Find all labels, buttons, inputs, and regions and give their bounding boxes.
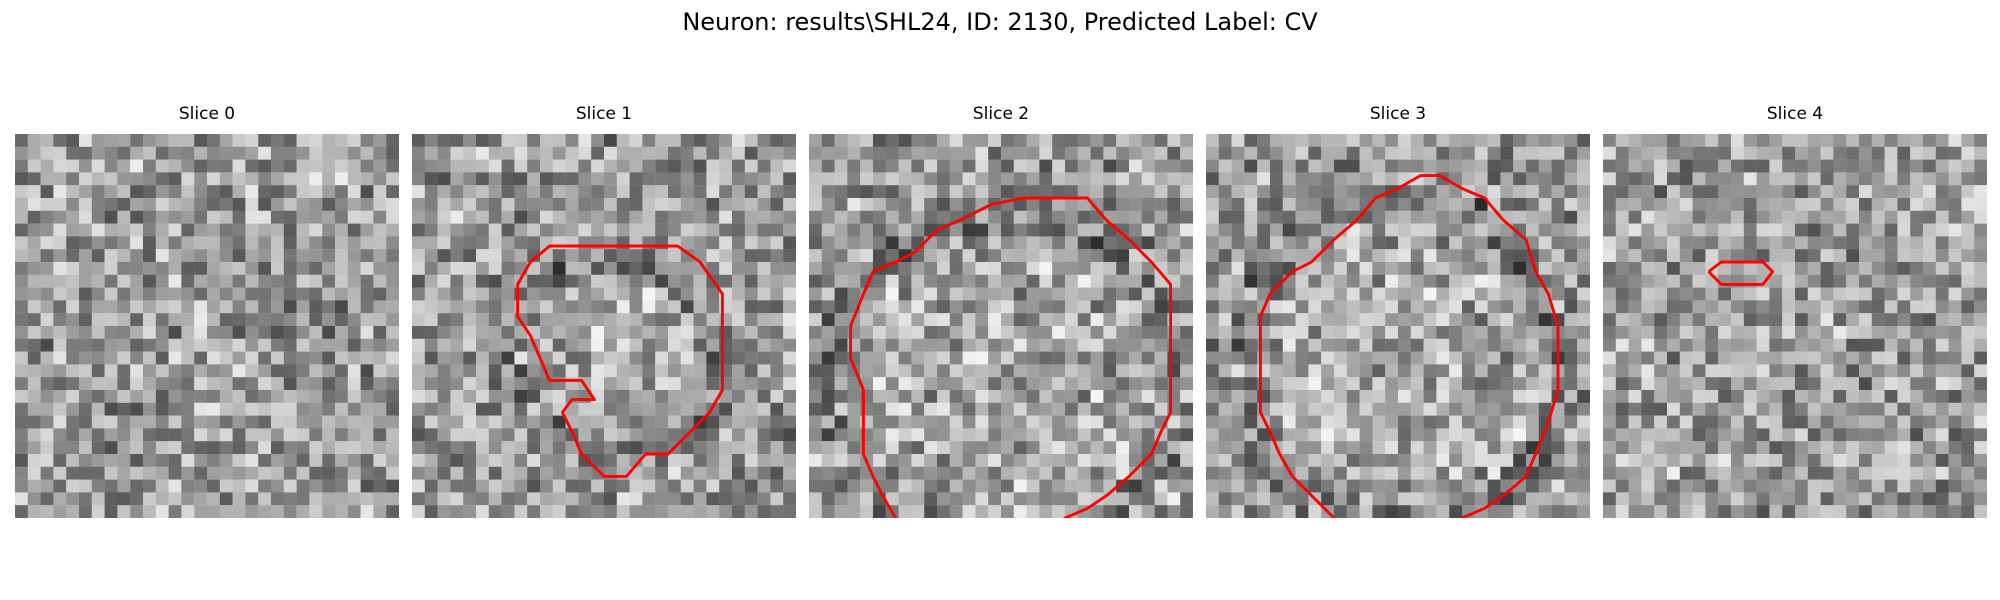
micrograph-pixels <box>412 134 796 518</box>
slice-title-2: Slice 2 <box>972 104 1030 124</box>
slice-image-3 <box>1206 134 1590 518</box>
slice-image-1 <box>412 134 796 518</box>
figure-title: Neuron: results\SHL24, ID: 2130, Predict… <box>682 8 1318 36</box>
segmentation-contour <box>1707 260 1775 286</box>
slice-image-4 <box>1603 134 1987 518</box>
slice-title-4: Slice 4 <box>1766 104 1824 124</box>
segmentation-contour <box>849 196 1173 518</box>
slice-image-2 <box>809 134 1193 518</box>
slice-title-0: Slice 0 <box>178 104 236 124</box>
slice-title-1: Slice 1 <box>575 104 633 124</box>
micrograph-pixels <box>1603 134 1987 518</box>
slice-title-3: Slice 3 <box>1369 104 1427 124</box>
micrograph-pixels <box>809 134 1193 518</box>
segmentation-contour <box>516 244 724 478</box>
segmentation-contour <box>1258 174 1560 518</box>
micrograph-pixels <box>15 134 399 518</box>
slice-image-0 <box>15 134 399 518</box>
